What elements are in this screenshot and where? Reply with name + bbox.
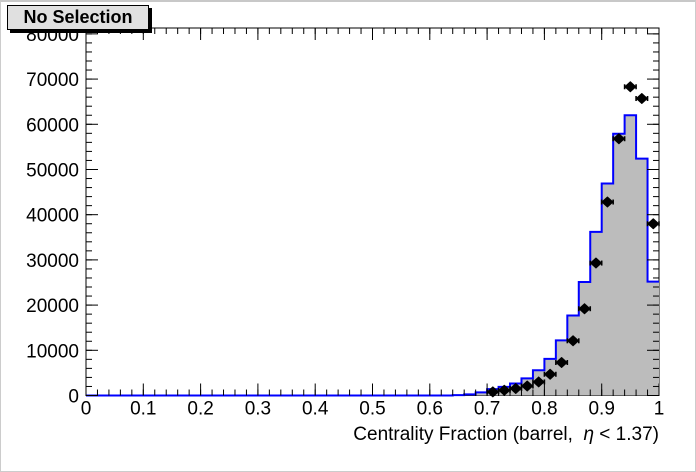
x-tick-label: 0.5 bbox=[359, 399, 385, 420]
y-tick-label: 80000 bbox=[26, 25, 79, 46]
data-point-marker bbox=[521, 380, 534, 392]
x-tick-label: 0 bbox=[81, 399, 92, 420]
x-axis-title: Centrality Fraction (barrel, η < 1.37) bbox=[353, 424, 659, 445]
data-point-marker bbox=[532, 376, 545, 388]
data-point-marker bbox=[589, 257, 602, 269]
data-point-marker bbox=[601, 196, 614, 208]
x-tick-label: 1 bbox=[654, 399, 665, 420]
x-tick-label: 0.4 bbox=[302, 399, 329, 420]
y-tick-label: 60000 bbox=[26, 115, 79, 136]
y-tick-label: 0 bbox=[68, 387, 79, 408]
histogram-fill bbox=[86, 115, 659, 396]
title-text: No Selection bbox=[23, 7, 133, 27]
x-tick-label: 0.3 bbox=[245, 399, 271, 420]
y-tick-label: 10000 bbox=[26, 341, 79, 362]
x-tick-label: 0.1 bbox=[130, 399, 156, 420]
x-tick-label: 0.8 bbox=[531, 399, 557, 420]
title-box: No Selection bbox=[7, 5, 149, 30]
data-point-marker bbox=[544, 368, 557, 380]
x-tick-label: 0.6 bbox=[417, 399, 443, 420]
x-tick-label: 0.9 bbox=[588, 399, 614, 420]
data-point-marker bbox=[647, 218, 660, 230]
x-tick-label: 0.7 bbox=[474, 399, 500, 420]
data-point-marker bbox=[555, 357, 568, 369]
x-tick-label: 0.2 bbox=[187, 399, 213, 420]
y-tick-label: 20000 bbox=[26, 296, 79, 317]
data-point-marker bbox=[612, 133, 625, 145]
data-point-marker bbox=[578, 303, 591, 315]
data-point-marker bbox=[635, 93, 648, 105]
y-tick-label: 40000 bbox=[26, 206, 79, 227]
y-tick-label: 50000 bbox=[26, 160, 79, 181]
plot-frame bbox=[85, 27, 660, 396]
data-point-marker bbox=[567, 335, 580, 347]
y-tick-label: 30000 bbox=[26, 251, 79, 272]
y-tick-label: 70000 bbox=[26, 70, 79, 91]
histogram-outline bbox=[86, 114, 659, 397]
data-point-marker bbox=[624, 81, 637, 93]
